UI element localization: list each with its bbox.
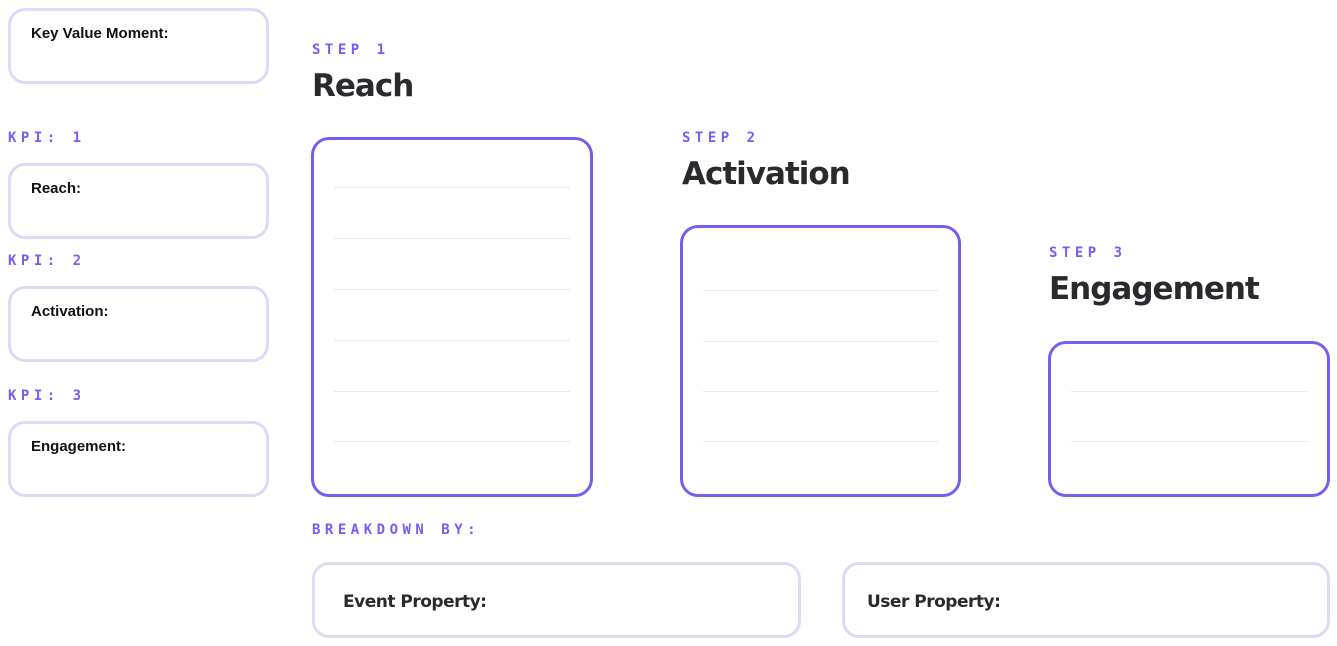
event-property-label: Event Property: [343,592,487,612]
step-1-title: Reach [312,68,414,104]
step-2-box[interactable] [680,225,961,497]
kpi-2-box-label: Activation: [31,303,109,320]
key-value-moment-label: Key Value Moment: [31,25,169,42]
divider [334,340,570,341]
kpi-3-label: KPI: 3 [8,388,86,404]
user-property-box[interactable]: User Property: [842,562,1330,638]
step-3-box[interactable] [1048,341,1330,497]
divider [703,290,938,291]
kpi-1-box[interactable]: Reach: [8,163,269,239]
divider [334,441,570,442]
step-3-label: STEP 3 [1049,245,1127,261]
divider [334,391,570,392]
divider [334,238,570,239]
divider [334,289,570,290]
divider [703,441,938,442]
step-1-label: STEP 1 [312,42,390,58]
divider [703,391,938,392]
kpi-3-box-label: Engagement: [31,438,127,455]
kpi-2-label: KPI: 2 [8,253,86,269]
kpi-2-box[interactable]: Activation: [8,286,269,362]
event-property-box[interactable]: Event Property: [312,562,801,638]
divider [703,341,938,342]
kpi-1-label: KPI: 1 [8,130,86,146]
step-2-label: STEP 2 [682,130,760,146]
step-3-title: Engagement [1049,271,1260,307]
divider [334,187,570,188]
divider [1071,441,1307,442]
kpi-3-box[interactable]: Engagement: [8,421,269,497]
key-value-moment-box[interactable]: Key Value Moment: [8,8,269,84]
breakdown-label: BREAKDOWN BY: [312,522,481,538]
divider [1071,391,1307,392]
user-property-label: User Property: [867,592,1001,612]
step-2-title: Activation [682,156,851,192]
kpi-1-box-label: Reach: [31,180,82,197]
step-1-box[interactable] [311,137,593,497]
